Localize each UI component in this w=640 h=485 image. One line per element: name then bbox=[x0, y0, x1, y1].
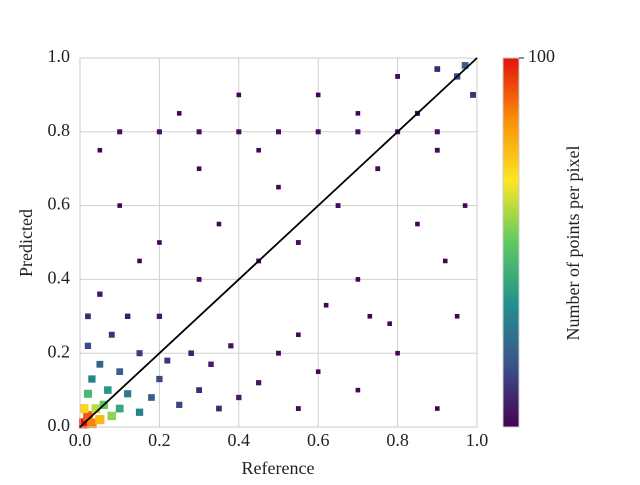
point bbox=[156, 375, 163, 383]
point bbox=[355, 111, 361, 116]
point bbox=[85, 313, 91, 320]
y-tick-label: 0.2 bbox=[48, 341, 71, 361]
point bbox=[216, 221, 222, 227]
x-tick-label: 0.2 bbox=[148, 430, 171, 450]
x-tick-label: 0.6 bbox=[307, 430, 330, 450]
point bbox=[470, 91, 476, 98]
point bbox=[157, 240, 162, 245]
point bbox=[97, 147, 103, 153]
point bbox=[236, 394, 242, 401]
point bbox=[256, 380, 262, 386]
y-tick-label: 0.8 bbox=[48, 120, 71, 140]
plot-frame bbox=[79, 57, 478, 428]
point bbox=[387, 321, 392, 326]
colorbar-label: Number of points per pixel bbox=[563, 146, 583, 341]
point bbox=[88, 375, 96, 383]
point bbox=[276, 184, 281, 190]
point bbox=[83, 389, 92, 398]
point bbox=[137, 258, 142, 264]
point bbox=[296, 332, 301, 338]
y-tick-label: 0.6 bbox=[48, 194, 71, 214]
point bbox=[124, 313, 131, 320]
point bbox=[176, 111, 182, 116]
colorbar-tick-label: 100 bbox=[528, 46, 555, 66]
point bbox=[216, 405, 222, 412]
point bbox=[295, 240, 301, 245]
point bbox=[275, 129, 282, 135]
point bbox=[83, 411, 93, 421]
reference-line bbox=[79, 57, 478, 428]
point bbox=[104, 386, 112, 394]
y-tick-label: 1.0 bbox=[48, 46, 71, 66]
point bbox=[335, 203, 341, 209]
colorbar bbox=[502, 57, 520, 428]
point bbox=[375, 166, 381, 172]
x-tick-label: 0.8 bbox=[386, 430, 409, 450]
point bbox=[124, 390, 132, 398]
point bbox=[355, 387, 361, 393]
point bbox=[315, 92, 321, 98]
point bbox=[108, 331, 115, 338]
point bbox=[117, 203, 122, 208]
point bbox=[415, 221, 420, 227]
point bbox=[84, 342, 92, 349]
point bbox=[435, 406, 440, 411]
point bbox=[236, 92, 242, 98]
x-tick-label: 0.4 bbox=[228, 430, 251, 450]
point bbox=[355, 277, 361, 282]
point bbox=[434, 147, 440, 153]
point bbox=[156, 313, 163, 319]
point bbox=[79, 404, 89, 414]
y-axis-label: Predicted bbox=[16, 209, 36, 277]
point bbox=[115, 404, 124, 413]
point bbox=[135, 408, 144, 416]
x-tick-label: 1.0 bbox=[466, 430, 489, 450]
point bbox=[164, 357, 171, 364]
y-tick-label: 0.0 bbox=[48, 415, 71, 435]
point bbox=[176, 401, 183, 408]
point bbox=[91, 404, 101, 413]
point bbox=[315, 129, 321, 135]
point bbox=[276, 350, 281, 356]
point bbox=[156, 129, 162, 135]
point bbox=[228, 343, 234, 349]
point bbox=[196, 166, 202, 171]
point bbox=[355, 129, 361, 135]
point bbox=[136, 350, 143, 357]
point bbox=[196, 129, 202, 135]
point bbox=[442, 258, 448, 264]
point bbox=[236, 129, 242, 135]
point bbox=[462, 203, 468, 208]
point bbox=[196, 276, 202, 282]
point bbox=[97, 291, 103, 297]
point bbox=[434, 129, 440, 135]
point bbox=[188, 350, 194, 356]
point bbox=[208, 361, 214, 368]
point bbox=[107, 411, 116, 421]
point bbox=[196, 387, 202, 393]
point bbox=[87, 418, 97, 429]
point bbox=[454, 314, 460, 319]
point bbox=[461, 62, 469, 69]
point bbox=[295, 406, 301, 411]
point bbox=[256, 147, 261, 153]
x-axis-label: Reference bbox=[242, 458, 315, 478]
x-tick-label: 0.0 bbox=[69, 430, 92, 450]
point bbox=[367, 314, 373, 319]
point bbox=[116, 368, 124, 375]
point bbox=[148, 394, 155, 401]
point bbox=[315, 369, 321, 374]
point bbox=[117, 129, 123, 135]
y-tick-label: 0.4 bbox=[48, 268, 71, 288]
point bbox=[434, 66, 441, 72]
point bbox=[395, 74, 401, 79]
point bbox=[95, 415, 105, 425]
point bbox=[395, 350, 400, 356]
point bbox=[323, 302, 329, 308]
point bbox=[96, 360, 104, 368]
